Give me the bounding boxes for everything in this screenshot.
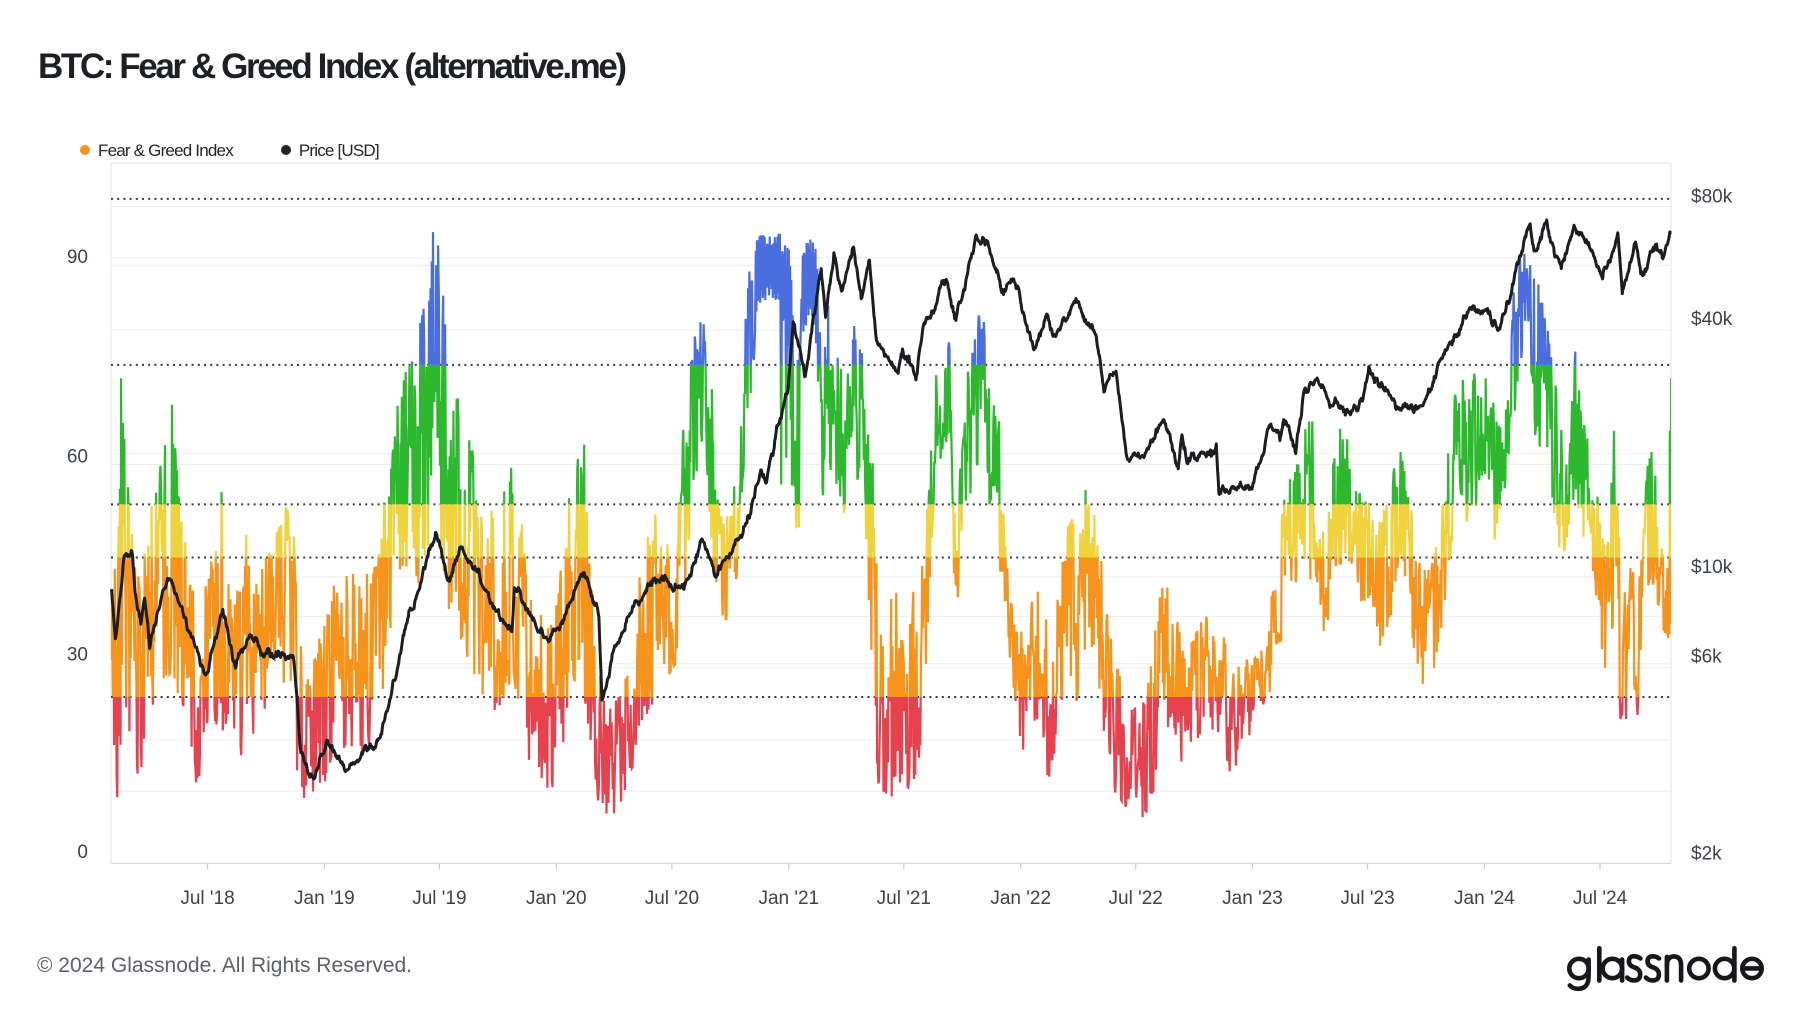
svg-text:Jan '21: Jan '21: [758, 888, 819, 909]
svg-text:Jan '24: Jan '24: [1454, 888, 1515, 909]
svg-text:$10k: $10k: [1691, 557, 1733, 578]
svg-text:$40k: $40k: [1691, 309, 1733, 330]
svg-text:Jan '19: Jan '19: [294, 888, 355, 909]
svg-text:Jan '23: Jan '23: [1222, 888, 1283, 909]
svg-text:Jul '22: Jul '22: [1109, 888, 1163, 909]
svg-text:$6k: $6k: [1691, 647, 1722, 668]
svg-text:Jan '20: Jan '20: [526, 888, 587, 909]
svg-text:Jul '19: Jul '19: [412, 888, 466, 909]
svg-text:Jan '22: Jan '22: [990, 888, 1051, 909]
svg-text:Jul '20: Jul '20: [645, 888, 699, 909]
svg-text:Jul '24: Jul '24: [1573, 888, 1628, 909]
svg-text:90: 90: [67, 247, 88, 268]
svg-text:0: 0: [77, 842, 88, 863]
svg-text:$80k: $80k: [1691, 187, 1733, 208]
svg-text:Jul '23: Jul '23: [1340, 888, 1394, 909]
svg-text:30: 30: [67, 645, 88, 666]
svg-text:$2k: $2k: [1691, 844, 1722, 865]
svg-text:Jul '18: Jul '18: [180, 888, 234, 909]
svg-text:Jul '21: Jul '21: [877, 888, 931, 909]
svg-text:60: 60: [67, 447, 88, 468]
